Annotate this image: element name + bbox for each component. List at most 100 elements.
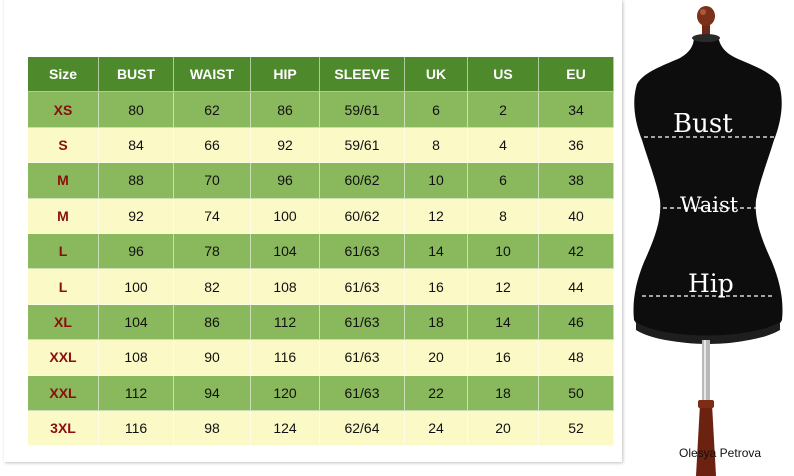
table-row: L 96 78 104 61/63 14 10 42 (28, 233, 614, 270)
waist-cell: 82 (174, 269, 251, 305)
mannequin-collar (692, 34, 720, 42)
size-cell: XL (28, 304, 99, 341)
hip-cell: 96 (251, 163, 320, 199)
eu-cell: 36 (539, 127, 614, 164)
waist-cell: 74 (174, 198, 251, 234)
mannequin-illustration (633, 6, 783, 476)
us-cell: 16 (468, 340, 539, 376)
eu-cell: 38 (539, 163, 614, 199)
sleeve-cell: 59/61 (320, 127, 405, 164)
us-cell: 12 (468, 269, 539, 305)
eu-cell: 40 (539, 198, 614, 234)
us-cell: 6 (468, 163, 539, 199)
sleeve-cell: 60/62 (320, 198, 405, 234)
table-row: M 88 70 96 60/62 10 6 38 (28, 163, 614, 199)
sleeve-cell: 61/63 (320, 304, 405, 341)
bust-cell: 108 (99, 340, 174, 376)
hip-label: Hip (688, 269, 734, 298)
hip-cell: 100 (251, 198, 320, 234)
size-chart-table: Size BUST WAIST HIP SLEEVE UK US EU XS 8… (28, 57, 614, 447)
waist-cell: 78 (174, 233, 251, 270)
hip-cell: 124 (251, 410, 320, 447)
bust-cell: 112 (99, 375, 174, 411)
bust-cell: 100 (99, 269, 174, 305)
eu-cell: 46 (539, 304, 614, 341)
header-uk: UK (405, 57, 468, 93)
size-chart-panel: Size BUST WAIST HIP SLEEVE UK US EU XS 8… (4, 0, 622, 462)
waist-cell: 70 (174, 163, 251, 199)
bust-cell: 92 (99, 198, 174, 234)
us-cell: 4 (468, 127, 539, 164)
mannequin-stand (696, 404, 716, 476)
uk-cell: 10 (405, 163, 468, 199)
bust-label: Bust (673, 109, 733, 139)
table-row: XXL 112 94 120 61/63 22 18 50 (28, 375, 614, 411)
header-size: Size (28, 57, 99, 93)
table-row: XL 104 86 112 61/63 18 14 46 (28, 304, 614, 341)
hip-cell: 108 (251, 269, 320, 305)
bust-cell: 96 (99, 233, 174, 270)
table-row: L 100 82 108 61/63 16 12 44 (28, 269, 614, 305)
sleeve-cell: 61/63 (320, 269, 405, 305)
uk-cell: 20 (405, 340, 468, 376)
table-row: XS 80 62 86 59/61 6 2 34 (28, 92, 614, 128)
header-sleeve: SLEEVE (320, 57, 405, 93)
hip-cell: 104 (251, 233, 320, 270)
header-eu: EU (539, 57, 614, 93)
size-cell: M (28, 198, 99, 234)
waist-cell: 90 (174, 340, 251, 376)
eu-cell: 50 (539, 375, 614, 411)
uk-cell: 22 (405, 375, 468, 411)
us-cell: 10 (468, 233, 539, 270)
bust-cell: 88 (99, 163, 174, 199)
hip-cell: 120 (251, 375, 320, 411)
header-bust: BUST (99, 57, 174, 93)
us-cell: 20 (468, 410, 539, 447)
sleeve-cell: 61/63 (320, 233, 405, 270)
uk-cell: 8 (405, 127, 468, 164)
us-cell: 8 (468, 198, 539, 234)
waist-cell: 94 (174, 375, 251, 411)
hip-cell: 86 (251, 92, 320, 128)
header-hip: HIP (251, 57, 320, 93)
us-cell: 2 (468, 92, 539, 128)
bust-cell: 116 (99, 410, 174, 447)
us-cell: 14 (468, 304, 539, 341)
us-cell: 18 (468, 375, 539, 411)
sleeve-cell: 60/62 (320, 163, 405, 199)
size-cell: M (28, 163, 99, 199)
eu-cell: 52 (539, 410, 614, 447)
mannequin-torso (633, 36, 783, 344)
uk-cell: 12 (405, 198, 468, 234)
mannequin-knob (697, 6, 715, 36)
size-cell: XXL (28, 375, 99, 411)
sleeve-cell: 61/63 (320, 340, 405, 376)
size-cell: S (28, 127, 99, 164)
eu-cell: 34 (539, 92, 614, 128)
header-waist: WAIST (174, 57, 251, 93)
bust-cell: 104 (99, 304, 174, 341)
eu-cell: 42 (539, 233, 614, 270)
uk-cell: 24 (405, 410, 468, 447)
uk-cell: 6 (405, 92, 468, 128)
sleeve-cell: 61/63 (320, 375, 405, 411)
table-row: S 84 66 92 59/61 8 4 36 (28, 127, 614, 164)
bust-cell: 84 (99, 127, 174, 164)
waist-cell: 62 (174, 92, 251, 128)
hip-cell: 92 (251, 127, 320, 164)
waist-label: Waist (680, 193, 739, 217)
uk-cell: 14 (405, 233, 468, 270)
uk-cell: 18 (405, 304, 468, 341)
eu-cell: 48 (539, 340, 614, 376)
size-cell: 3XL (28, 410, 99, 447)
size-cell: XS (28, 92, 99, 128)
bust-cell: 80 (99, 92, 174, 128)
author-credit: Olesya Petrova (679, 446, 762, 460)
hip-cell: 112 (251, 304, 320, 341)
table-row: XXL 108 90 116 61/63 20 16 48 (28, 340, 614, 376)
waist-cell: 98 (174, 410, 251, 447)
hip-cell: 116 (251, 340, 320, 376)
waist-cell: 66 (174, 127, 251, 164)
table-row: M 92 74 100 60/62 12 8 40 (28, 198, 614, 234)
size-cell: L (28, 233, 99, 270)
